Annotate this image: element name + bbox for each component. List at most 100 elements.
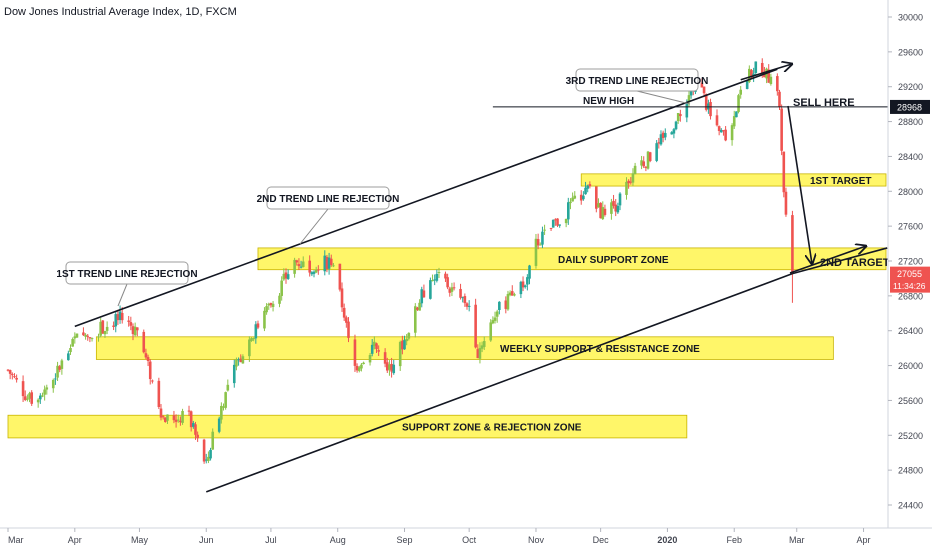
candle-body: [584, 187, 587, 195]
candle-body: [467, 305, 471, 307]
candle-body: [112, 325, 115, 328]
candle-body: [355, 366, 359, 371]
candle-body: [444, 273, 447, 279]
candle-body: [672, 129, 676, 134]
candle-body: [383, 352, 387, 364]
candle-body: [418, 302, 421, 311]
trend-line-0: [74, 68, 778, 328]
candle-body: [745, 80, 749, 89]
time-tick-label: Mar: [8, 535, 24, 545]
candle-body: [465, 303, 469, 307]
zone-1: [95, 336, 834, 360]
trend-line-1: [205, 272, 793, 493]
candle-body: [71, 339, 74, 347]
candle-body: [564, 218, 568, 224]
candle-body: [116, 314, 120, 321]
candle-body: [284, 272, 288, 279]
candle-body: [301, 261, 305, 267]
candle-body: [82, 332, 85, 336]
candle-body: [489, 322, 493, 341]
candle-body: [429, 280, 432, 299]
candle-body: [179, 420, 182, 423]
candle-body: [612, 200, 615, 206]
candle-body: [312, 271, 316, 274]
candle-body: [256, 323, 260, 328]
candle-body: [579, 194, 583, 201]
price-tick-label: 28400: [898, 152, 923, 162]
candle-body: [452, 287, 456, 289]
time-axis: Mar Apr May Jun Jul Aug Sep Oct Nov Dec 2020 Feb Mar…: [0, 527, 932, 550]
candle-body: [595, 186, 598, 209]
price-tick-label: 29600: [898, 47, 923, 57]
callout-3-pointer: [636, 90, 691, 105]
candle-body: [99, 321, 102, 336]
time-tick-label: Mar: [789, 535, 805, 545]
candle-body: [661, 132, 665, 139]
candle-body: [58, 366, 62, 370]
candle-body: [450, 287, 454, 292]
candle-body: [373, 341, 376, 347]
price-tick-label: 25600: [898, 396, 923, 406]
candle-body: [769, 76, 773, 84]
callout-3-box: [575, 68, 699, 92]
candle-body: [586, 185, 589, 189]
candle-body: [558, 224, 561, 226]
candle-body: [760, 62, 764, 74]
label-new-high: NEW HIGH: [583, 96, 634, 107]
candle-body: [670, 132, 674, 135]
candle-body: [54, 378, 57, 380]
candle-body: [709, 102, 712, 117]
candle-body: [370, 344, 374, 354]
candle-body: [676, 112, 680, 121]
price-line-tag-text: 28968: [897, 102, 922, 112]
candle-body: [536, 239, 540, 246]
candle-body: [271, 303, 275, 308]
candle-body: [420, 289, 424, 304]
candle-body: [549, 227, 553, 229]
candle-body: [172, 415, 176, 421]
candle-body: [131, 326, 135, 335]
callout-3-text: 3RD TREND LINE REJECTION: [566, 76, 709, 87]
price-tick-label: 27200: [898, 257, 923, 267]
candle-body: [433, 279, 436, 281]
candle-body: [176, 419, 180, 421]
candle-body: [491, 320, 495, 324]
price-axis: 30000 29600 29200 28800 28400 28000 27600 27200…: [887, 0, 932, 528]
candle-body: [136, 327, 139, 331]
candle-body: [297, 264, 301, 267]
candle-body: [392, 364, 396, 374]
candle-body: [280, 280, 283, 296]
candle-body: [375, 343, 378, 350]
candle-body: [571, 197, 574, 202]
candle-body: [767, 69, 771, 83]
candle-body: [105, 326, 109, 331]
candle-body: [556, 218, 559, 226]
candle-body: [737, 95, 740, 112]
candle-body: [480, 345, 484, 349]
candle-body: [724, 129, 727, 141]
candle-body: [310, 272, 314, 275]
candle-body: [202, 439, 206, 462]
candle-body: [265, 306, 268, 313]
candle-body: [446, 277, 449, 288]
candle-body: [717, 126, 721, 131]
candle-body: [493, 317, 497, 321]
candle-body: [286, 274, 290, 279]
candle-body: [377, 350, 380, 352]
candle-body: [84, 334, 87, 337]
last-price-tag: [890, 266, 930, 293]
candle-body: [513, 294, 516, 296]
candle-body: [220, 405, 223, 420]
candle-body: [28, 393, 31, 399]
candle-body: [88, 337, 92, 339]
candle-body: [248, 339, 251, 357]
candle-body: [780, 108, 783, 151]
candle-body: [41, 395, 44, 397]
candle-body: [776, 76, 779, 92]
time-tick-label: 2020: [657, 535, 677, 545]
candle-body: [407, 332, 411, 339]
chart-title: Dow Jones Industrial Average Index, 1D, …: [4, 6, 237, 18]
candle-body: [573, 195, 577, 199]
